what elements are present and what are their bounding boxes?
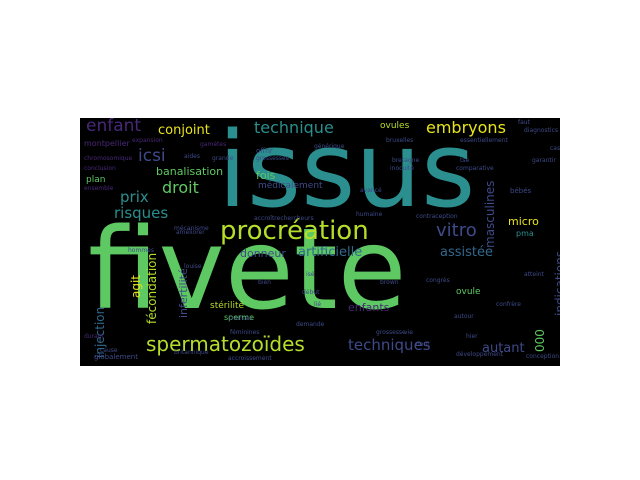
cloud-word: cause bbox=[100, 347, 118, 354]
cloud-word: grossesse bbox=[376, 329, 406, 336]
cloud-word: prix bbox=[120, 188, 149, 206]
cloud-word: technique bbox=[254, 118, 334, 137]
cloud-word: ovules bbox=[380, 121, 410, 131]
cloud-word: aides bbox=[184, 153, 200, 160]
cloud-word: gamètes bbox=[200, 141, 227, 148]
cloud-word: développement bbox=[456, 351, 504, 358]
cloud-word: congrès bbox=[426, 277, 450, 284]
cloud-word: icsi bbox=[138, 146, 166, 166]
cloud-word: pma bbox=[516, 229, 534, 238]
cloud-word: début bbox=[302, 289, 320, 296]
cloud-word: hier bbox=[466, 333, 478, 340]
cloud-word: bébés bbox=[510, 187, 532, 195]
cloud-word: britannique bbox=[174, 349, 209, 356]
cloud-word: procréation bbox=[220, 216, 369, 246]
cloud-word: essentiellement bbox=[460, 137, 508, 144]
cloud-word: contraception bbox=[416, 213, 458, 220]
cloud-word: chromosomique bbox=[84, 155, 133, 162]
cloud-word: conjoint bbox=[158, 123, 210, 138]
cloud-word: banalisation bbox=[156, 165, 224, 178]
cloud-word: ovule bbox=[456, 287, 481, 297]
cloud-word: montpellier bbox=[84, 139, 130, 148]
cloud-word: craintes bbox=[228, 315, 253, 322]
cloud-word: médicalement bbox=[258, 181, 323, 191]
cloud-word: plan bbox=[86, 175, 106, 185]
cloud-word: stérilité bbox=[210, 301, 245, 311]
cloud-word: donneur bbox=[240, 247, 286, 260]
cloud-word: 000 bbox=[533, 329, 547, 352]
cloud-word: sperme bbox=[224, 313, 255, 322]
cloud-word: demande bbox=[296, 321, 325, 328]
word-cloud: fivete issus procréation spermatozoïdes … bbox=[80, 118, 560, 366]
cloud-word: confrère bbox=[496, 301, 521, 308]
cloud-word: embryons bbox=[426, 118, 506, 137]
cloud-word: garantir bbox=[532, 157, 556, 164]
cloud-word: autant bbox=[482, 341, 525, 356]
cloud-word: artificielle bbox=[298, 245, 363, 260]
cloud-word: améliorer bbox=[176, 229, 205, 236]
cloud-word: micro bbox=[508, 215, 539, 228]
cloud-word: hommes bbox=[128, 247, 154, 254]
cloud-word: conclusion bbox=[84, 165, 116, 172]
cloud-word: bien bbox=[258, 279, 271, 286]
cloud-word: masculines bbox=[483, 180, 497, 248]
cloud-word: globalement bbox=[94, 353, 138, 361]
cloud-word: expansion bbox=[132, 137, 163, 144]
cloud-word: techniques bbox=[348, 336, 431, 354]
cloud-word: grande bbox=[212, 155, 234, 162]
cloud-word: enfant bbox=[86, 118, 142, 136]
cloud-word: vitro bbox=[436, 220, 477, 241]
cloud-word: humaine bbox=[356, 211, 383, 218]
cloud-word: fivete bbox=[88, 205, 407, 335]
cloud-word: diagnostics bbox=[524, 127, 559, 134]
cloud-word: accroissement bbox=[228, 355, 272, 362]
cloud-word: atteint bbox=[524, 271, 544, 278]
cloud-word: avancé bbox=[360, 187, 382, 194]
cloud-word: comparative bbox=[456, 165, 494, 172]
cloud-word: durant bbox=[84, 333, 104, 340]
cloud-word: fécondation bbox=[145, 252, 159, 324]
cloud-word: mécanisme bbox=[174, 225, 209, 232]
cloud-word: bruxelles bbox=[386, 137, 414, 144]
cloud-word: risques bbox=[114, 204, 169, 222]
cloud-word: cas bbox=[550, 145, 560, 152]
cloud-word: vie bbox=[404, 329, 413, 336]
cloud-word: faut bbox=[518, 119, 530, 126]
cloud-word: bretagne bbox=[392, 157, 420, 164]
cloud-word: isé bbox=[306, 271, 315, 278]
cloud-word: enfants bbox=[348, 301, 390, 314]
cloud-word: ensemble bbox=[84, 185, 114, 192]
cloud-word: lié bbox=[314, 301, 322, 308]
cloud-word: offrir bbox=[256, 147, 273, 155]
cloud-word: grossesses bbox=[256, 155, 289, 162]
cloud-word: tse bbox=[460, 157, 470, 164]
cloud-word: brown bbox=[380, 279, 399, 286]
cloud-word: conception bbox=[526, 353, 560, 360]
cloud-word: agit bbox=[129, 274, 143, 298]
cloud-word: spermatozoïdes bbox=[146, 332, 305, 356]
cloud-word: féminines bbox=[230, 329, 260, 336]
cloud-word: fois bbox=[256, 169, 276, 182]
cloud-word: infertilité bbox=[177, 268, 190, 318]
cloud-word: dont bbox=[416, 341, 430, 348]
cloud-word: issus bbox=[218, 118, 476, 231]
cloud-word: louise bbox=[184, 263, 202, 270]
cloud-word: générique bbox=[314, 143, 345, 150]
cloud-word: assistée bbox=[440, 245, 493, 260]
cloud-word: autour bbox=[454, 313, 474, 320]
cloud-word: inocuité bbox=[390, 165, 414, 172]
cloud-word: droit bbox=[162, 178, 199, 197]
cloud-word: indications bbox=[553, 250, 560, 316]
cloud-word: accroîtrechercheurs bbox=[254, 215, 314, 222]
